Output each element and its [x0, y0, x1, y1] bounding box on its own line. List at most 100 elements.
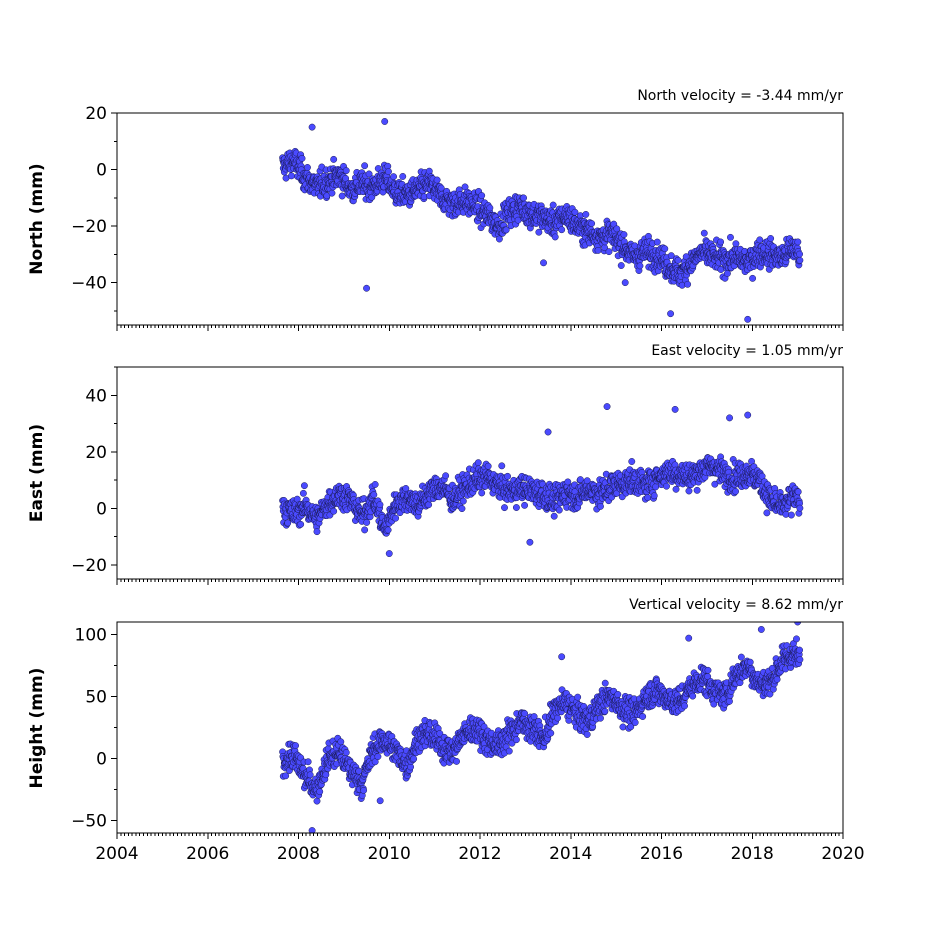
data-point — [582, 210, 590, 218]
data-point — [530, 713, 538, 721]
data-point-outlier — [667, 310, 675, 318]
data-point — [674, 256, 682, 264]
data-point — [328, 189, 336, 197]
data-point — [663, 482, 670, 490]
data-point — [306, 771, 314, 779]
data-point — [361, 162, 369, 170]
data-point — [322, 771, 330, 779]
data-point — [732, 240, 740, 248]
data-point — [486, 204, 494, 212]
data-point — [756, 236, 764, 244]
y-tick-label: 0 — [96, 161, 107, 181]
data-point — [292, 742, 299, 750]
data-point — [293, 495, 301, 503]
data-point — [597, 502, 604, 510]
data-point — [338, 192, 346, 200]
data-point — [550, 512, 558, 520]
data-point — [484, 462, 492, 470]
data-point — [773, 675, 781, 683]
data-point — [504, 472, 512, 480]
data-point — [574, 693, 582, 701]
data-point — [684, 280, 692, 288]
data-point — [667, 252, 675, 260]
data-point — [384, 526, 392, 534]
data-point — [478, 192, 486, 200]
data-point — [300, 482, 308, 490]
data-point — [796, 256, 804, 264]
data-point — [313, 797, 321, 805]
data-point — [512, 736, 520, 744]
data-point — [288, 172, 295, 180]
data-point-outlier — [744, 411, 752, 419]
data-point — [605, 248, 613, 256]
data-point — [571, 208, 579, 216]
north-data-points — [279, 118, 804, 323]
data-point — [442, 472, 450, 480]
y-tick-label: −20 — [71, 217, 107, 237]
data-point — [689, 692, 697, 700]
vertical-velocity-title: Vertical velocity = 8.62 mm/yr — [629, 597, 843, 613]
data-point — [299, 489, 307, 497]
data-point — [436, 730, 444, 737]
data-point — [342, 174, 350, 182]
data-point — [613, 225, 621, 233]
data-point — [726, 697, 733, 705]
data-point — [576, 476, 584, 484]
data-point — [594, 246, 602, 254]
data-point — [763, 509, 771, 517]
data-point — [365, 170, 373, 178]
data-point — [794, 238, 802, 246]
data-point — [547, 729, 555, 737]
data-point — [727, 233, 734, 241]
data-point — [704, 666, 712, 674]
data-point — [597, 714, 604, 722]
data-point — [628, 458, 636, 465]
panel-east: East velocity = 1.05 mm/yr East (mm) 402… — [27, 343, 844, 585]
data-point — [681, 702, 688, 710]
data-point — [458, 505, 466, 513]
data-point — [787, 511, 795, 519]
data-point — [794, 488, 802, 496]
data-point — [549, 201, 557, 209]
data-point — [433, 176, 441, 184]
data-point — [410, 755, 418, 763]
data-point — [693, 486, 701, 494]
data-point — [459, 497, 467, 505]
data-point — [342, 749, 350, 757]
data-point — [505, 747, 513, 755]
data-point — [620, 231, 628, 239]
data-point-outlier — [671, 405, 679, 413]
data-point — [390, 173, 398, 181]
data-point — [330, 507, 338, 515]
data-point — [732, 487, 740, 495]
data-point — [685, 487, 693, 495]
data-point — [512, 504, 520, 511]
north-axes: 200−20−40 — [71, 104, 844, 331]
data-point — [558, 226, 566, 234]
east-axis-label: East (mm) — [27, 424, 47, 522]
data-point — [601, 707, 609, 715]
data-point — [717, 238, 725, 246]
data-point — [298, 154, 306, 162]
data-point — [385, 168, 392, 176]
data-point — [355, 767, 363, 775]
data-point — [520, 194, 528, 202]
y-tick-label: −20 — [71, 556, 107, 576]
data-point — [425, 501, 433, 509]
data-point — [564, 478, 572, 486]
data-point — [313, 528, 321, 536]
data-point — [284, 519, 292, 527]
data-point — [617, 262, 625, 269]
data-point — [746, 658, 754, 666]
data-point — [392, 514, 400, 522]
panel-height: Vertical velocity = 8.62 mm/yr Height (m… — [27, 597, 865, 864]
data-point — [399, 173, 407, 180]
north-axis-label: North (mm) — [27, 163, 47, 274]
data-point — [749, 274, 757, 282]
data-point — [304, 758, 312, 766]
data-point — [711, 480, 719, 488]
data-point — [376, 501, 384, 509]
data-point-outlier — [381, 118, 389, 125]
